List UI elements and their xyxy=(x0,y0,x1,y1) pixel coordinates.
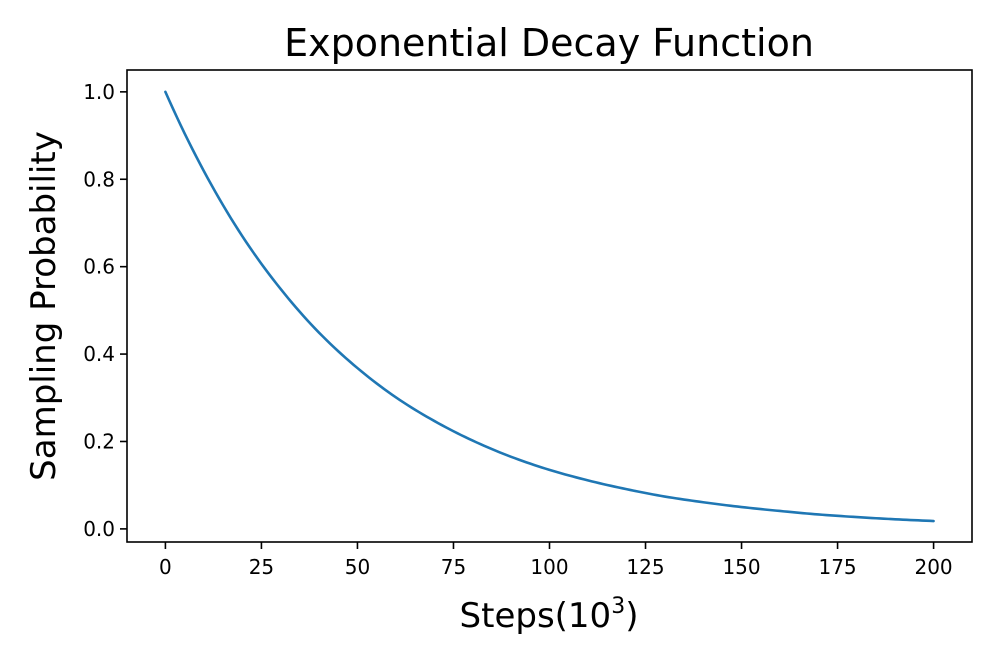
x-tick-label: 50 xyxy=(345,555,370,579)
y-tick-label: 0.4 xyxy=(83,342,115,366)
x-tick-label: 100 xyxy=(530,555,568,579)
x-tick-label: 175 xyxy=(818,555,856,579)
y-tick-label: 0.8 xyxy=(83,167,115,191)
y-axis-ticks: 0.0 0.2 0.4 0.6 0.8 1.0 xyxy=(83,80,127,541)
y-axis-label: Sampling Probability xyxy=(24,131,64,481)
x-tick-label: 25 xyxy=(249,555,274,579)
chart-title: Exponential Decay Function xyxy=(284,21,814,65)
y-tick-label: 1.0 xyxy=(83,80,115,104)
x-axis-label-superscript: 3 xyxy=(611,594,625,619)
x-tick-label: 125 xyxy=(626,555,664,579)
x-tick-label: 75 xyxy=(441,555,466,579)
x-tick-label: 150 xyxy=(722,555,760,579)
x-axis-label-main: Steps(10 xyxy=(460,596,612,636)
y-tick-label: 0.0 xyxy=(83,517,115,541)
y-tick-label: 0.2 xyxy=(83,429,115,453)
x-axis-label: Steps(103) xyxy=(460,594,639,636)
decay-curve-line xyxy=(164,90,935,523)
x-axis-ticks: 0 25 50 75 100 125 150 175 200 xyxy=(159,542,953,579)
x-tick-label: 200 xyxy=(914,555,952,579)
x-axis-label-close: ) xyxy=(625,596,638,636)
x-tick-label: 0 xyxy=(159,555,172,579)
y-tick-label: 0.6 xyxy=(83,255,115,279)
plot-frame xyxy=(126,69,973,543)
